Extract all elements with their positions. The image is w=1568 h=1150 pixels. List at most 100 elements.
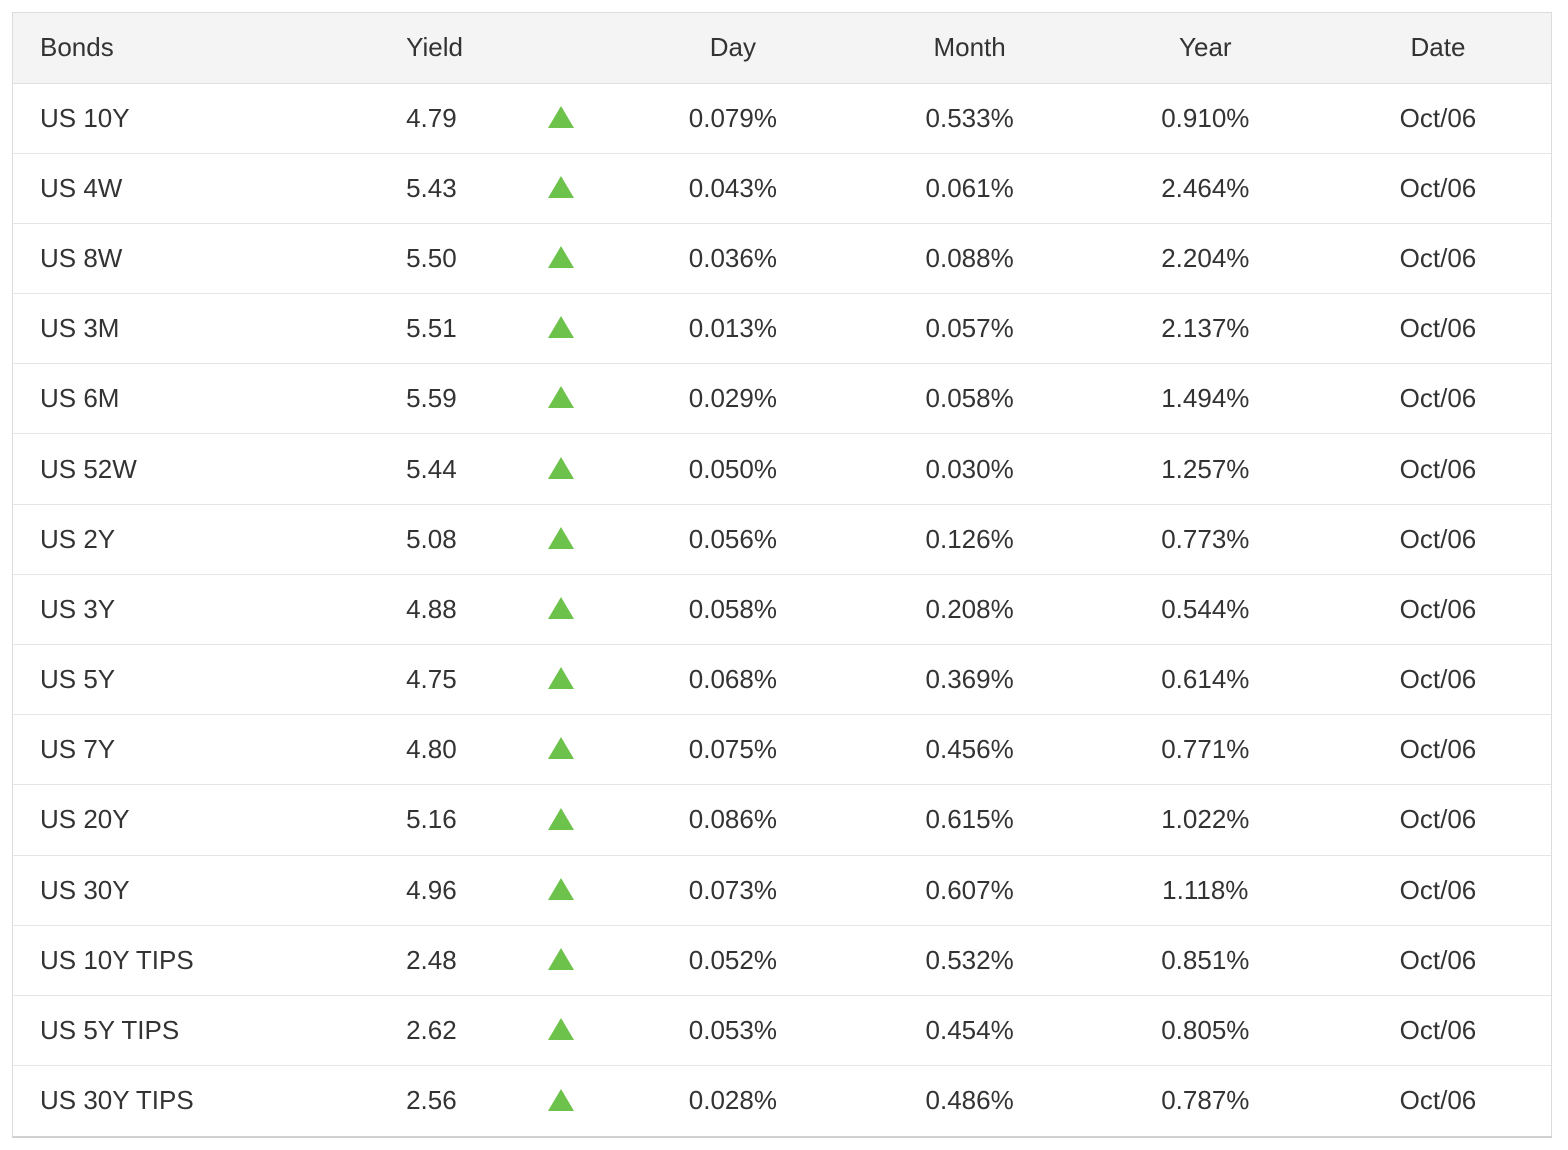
yield-value: 5.59 <box>379 363 510 435</box>
day-change: 0.058% <box>612 574 854 646</box>
year-change: 0.771% <box>1085 714 1325 786</box>
table-row[interactable]: US 6M 5.59 0.029% 0.058% 1.494% Oct/06 <box>13 363 1551 435</box>
trend-cell <box>509 83 613 154</box>
bond-name-link[interactable]: US 3M <box>13 293 380 365</box>
bond-name-link[interactable]: US 20Y <box>13 784 380 856</box>
yield-value: 4.79 <box>379 83 510 154</box>
header-year[interactable]: Year <box>1085 13 1325 84</box>
up-arrow-icon <box>548 386 575 409</box>
table-row[interactable]: US 5Y 4.75 0.068% 0.369% 0.614% Oct/06 <box>13 644 1551 716</box>
month-change: 0.057% <box>853 293 1086 365</box>
trend-cell <box>509 644 613 716</box>
header-date[interactable]: Date <box>1324 13 1551 84</box>
trend-cell <box>509 855 613 926</box>
date-value: Oct/06 <box>1324 784 1551 856</box>
year-change: 0.787% <box>1161 1085 1250 1116</box>
table-row[interactable]: US 8W 5.50 0.036% 0.088% 2.204% Oct/06 <box>13 223 1551 295</box>
month-change: 0.533% <box>853 83 1086 154</box>
trend-cell <box>509 995 613 1067</box>
bond-name-link[interactable]: US 30Y TIPS <box>40 1085 194 1116</box>
month-change: 0.607% <box>853 855 1086 926</box>
date-value: Oct/06 <box>1324 363 1551 435</box>
table-row[interactable]: US 10Y TIPS 2.48 0.052% 0.532% 0.851% Oct/06 <box>13 925 1551 996</box>
yield-value: 2.48 <box>379 925 510 996</box>
up-arrow-icon <box>548 947 575 970</box>
month-change: 0.454% <box>853 995 1086 1067</box>
day-change: 0.043% <box>612 153 854 224</box>
bond-name-link[interactable]: US 2Y <box>13 504 380 575</box>
day-change: 0.036% <box>612 223 854 295</box>
bond-name-link[interactable]: US 6M <box>13 363 380 435</box>
yield-value: 5.43 <box>379 153 510 224</box>
bonds-table: Bonds Yield Day Month Year Date US 10Y 4.… <box>13 13 1551 1136</box>
year-change: 0.544% <box>1085 574 1325 646</box>
month-change: 0.532% <box>853 925 1086 996</box>
trend-cell <box>509 574 613 646</box>
month-change: 0.030% <box>853 433 1086 505</box>
yield-value: 5.16 <box>379 784 510 856</box>
table-row[interactable]: US 7Y 4.80 0.075% 0.456% 0.771% Oct/06 <box>13 714 1551 786</box>
bond-name-link[interactable]: US 52W <box>13 433 380 505</box>
up-arrow-icon <box>548 175 575 198</box>
day-change: 0.029% <box>612 363 854 435</box>
yield-value: 4.80 <box>379 714 510 786</box>
bond-name-link[interactable]: US 5Y TIPS <box>13 995 380 1067</box>
trend-cell <box>509 504 613 575</box>
date-value: Oct/06 <box>1324 574 1551 646</box>
day-change: 0.052% <box>612 925 854 996</box>
trend-cell <box>509 363 613 435</box>
table-row[interactable]: US 52W 5.44 0.050% 0.030% 1.257% Oct/06 <box>13 433 1551 505</box>
table-row[interactable]: US 30Y TIPS 2.56 0.028% 0.486% 0.787% Oct/06 <box>13 1066 1551 1136</box>
header-day[interactable]: Day <box>612 13 854 84</box>
table-row[interactable]: US 30Y 4.96 0.073% 0.607% 1.118% Oct/06 <box>13 855 1551 926</box>
bond-name-link[interactable]: US 10Y TIPS <box>13 925 380 996</box>
up-arrow-icon <box>548 526 575 549</box>
year-change: 1.494% <box>1085 363 1325 435</box>
header-month[interactable]: Month <box>853 13 1086 84</box>
table-row[interactable]: US 4W 5.43 0.043% 0.061% 2.464% Oct/06 <box>13 153 1551 224</box>
year-change: 1.118% <box>1085 855 1325 926</box>
up-arrow-icon <box>548 316 575 339</box>
table-header: Bonds Yield Day Month Year Date <box>13 13 1551 84</box>
date-value: Oct/06 <box>1324 925 1551 996</box>
month-change: 0.615% <box>853 784 1086 856</box>
header-yield[interactable]: Yield <box>379 13 510 84</box>
bonds-table-container: Bonds Yield Day Month Year Date US 10Y 4.… <box>12 12 1552 1138</box>
bond-name-link[interactable]: US 5Y <box>13 644 380 716</box>
month-change: 0.486% <box>925 1085 1014 1116</box>
year-change: 0.614% <box>1085 644 1325 716</box>
bond-name-link[interactable]: US 30Y <box>13 855 380 926</box>
day-change: 0.053% <box>612 995 854 1067</box>
trend-cell <box>509 714 613 786</box>
year-change: 2.464% <box>1085 153 1325 224</box>
table-row[interactable]: US 3M 5.51 0.013% 0.057% 2.137% Oct/06 <box>13 293 1551 365</box>
date-value: Oct/06 <box>1324 293 1551 365</box>
date-value: Oct/06 <box>1399 1085 1477 1116</box>
yield-value: 4.96 <box>379 855 510 926</box>
table-row[interactable]: US 20Y 5.16 0.086% 0.615% 1.022% Oct/06 <box>13 784 1551 856</box>
table-row[interactable]: US 5Y TIPS 2.62 0.053% 0.454% 0.805% Oct/06 <box>13 995 1551 1067</box>
yield-value: 5.08 <box>379 504 510 575</box>
up-arrow-icon <box>548 1018 575 1041</box>
up-arrow-icon <box>548 737 575 760</box>
up-arrow-icon <box>548 807 575 830</box>
date-value: Oct/06 <box>1324 223 1551 295</box>
table-row[interactable]: US 3Y 4.88 0.058% 0.208% 0.544% Oct/06 <box>13 574 1551 646</box>
bond-name-link[interactable]: US 4W <box>13 153 380 224</box>
trend-cell <box>509 433 613 505</box>
header-bonds[interactable]: Bonds <box>13 13 380 84</box>
yield-value: 4.88 <box>379 574 510 646</box>
yield-value: 4.75 <box>379 644 510 716</box>
trend-cell <box>509 153 613 224</box>
yield-value: 2.56 <box>406 1085 457 1116</box>
bond-name-link[interactable]: US 8W <box>13 223 380 295</box>
day-change: 0.013% <box>612 293 854 365</box>
table-row[interactable]: US 10Y 4.79 0.079% 0.533% 0.910% Oct/06 <box>13 83 1551 154</box>
day-change: 0.028% <box>688 1085 777 1116</box>
day-change: 0.086% <box>612 784 854 856</box>
table-row[interactable]: US 2Y 5.08 0.056% 0.126% 0.773% Oct/06 <box>13 504 1551 575</box>
bond-name-link[interactable]: US 10Y <box>13 83 380 154</box>
bond-name-link[interactable]: US 7Y <box>13 714 380 786</box>
date-value: Oct/06 <box>1324 714 1551 786</box>
bond-name-link[interactable]: US 3Y <box>13 574 380 646</box>
